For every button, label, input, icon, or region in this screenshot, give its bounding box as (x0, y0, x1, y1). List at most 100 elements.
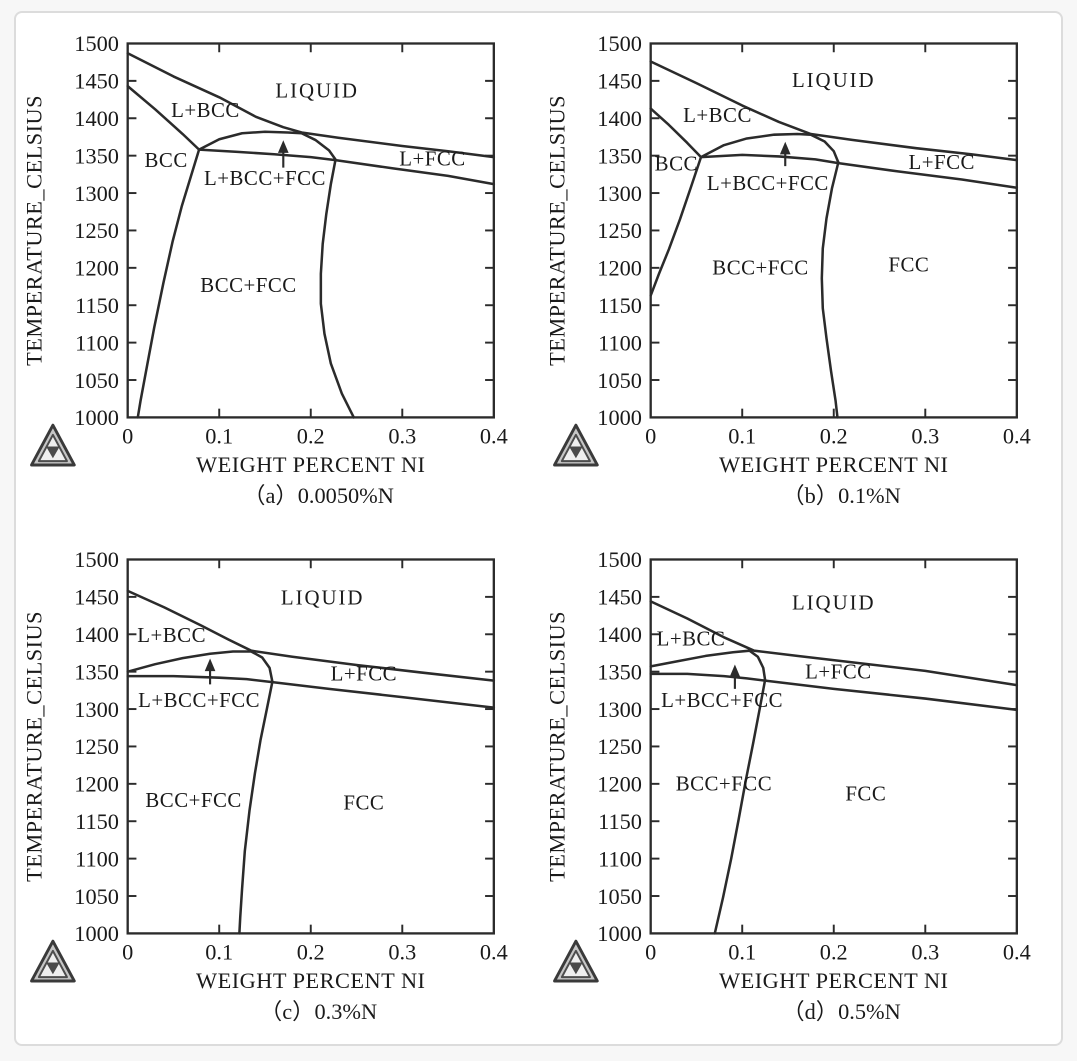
y-tick-label: 1450 (74, 69, 119, 94)
x-tick-label: 0.4 (480, 424, 508, 449)
y-tick-label: 1250 (597, 218, 642, 243)
x-tick-label: 0.4 (1002, 424, 1030, 449)
phase-boundary-curve (648, 599, 1018, 686)
y-tick-label: 1350 (74, 143, 119, 168)
region-label: BCC (654, 152, 697, 176)
y-tick-label: 1400 (597, 622, 642, 647)
phase-boundary-curve (648, 107, 702, 159)
y-tick-label: 1450 (597, 69, 642, 94)
x-axis-title: WEIGHT PERCENT NI (196, 452, 425, 477)
y-tick-label: 1150 (75, 808, 119, 833)
x-axis-title: WEIGHT PERCENT NI (719, 967, 948, 992)
y-tick-label: 1350 (597, 143, 642, 168)
phase-boundary-curve (197, 148, 496, 186)
plot-frame (649, 557, 1018, 935)
annotation-arrow-head (779, 141, 791, 155)
phase-diagram-svg-d: 0 0.1 0.2 0.3 0.4 1000 1050 1100 1150 1200 1250 130… (544, 547, 1031, 1024)
x-tick-label: 0 (122, 424, 133, 449)
y-tick-label: 1000 (74, 921, 119, 946)
y-tick-label: 1400 (74, 622, 119, 647)
y-tick-label: 1250 (74, 734, 119, 759)
annotation-arrow-head (729, 663, 740, 677)
x-tick-label: 0.2 (297, 939, 325, 964)
region-label: LIQUID (791, 68, 875, 92)
annotation-arrow-head (277, 140, 289, 153)
region-label: BCC+FCC (200, 273, 296, 297)
region-label: LIQUID (791, 590, 875, 614)
logo-center-triangle (568, 446, 583, 459)
region-label: L+BCC+FCC (661, 687, 783, 711)
region-label: L+BCC (656, 626, 725, 650)
phase-diagram-svg-b: 0 0.1 0.2 0.3 0.4 1000 1050 1100 1150 1200 1250 130… (544, 31, 1031, 508)
phase-boundary-curve (126, 674, 496, 709)
thermo-calc-logo-icon (30, 939, 76, 982)
x-tick-label: 0.4 (480, 939, 508, 964)
phase-boundary-curve (699, 153, 1018, 190)
y-tick-label: 1100 (75, 330, 119, 355)
y-axis-title: TEMPERATURE_CELSIUS (544, 95, 569, 366)
region-label: L+FCC (805, 659, 871, 683)
y-tick-label: 1350 (597, 659, 642, 684)
logo-center-triangle (568, 962, 583, 974)
region-label: L+BCC (171, 98, 240, 122)
y-tick-label: 1200 (597, 771, 642, 796)
x-tick-label: 0 (645, 424, 656, 449)
y-tick-label: 1500 (597, 547, 642, 572)
panel-caption: （b）0.1%N (782, 483, 900, 508)
y-tick-label: 1200 (74, 771, 119, 796)
x-tick-label: 0.2 (819, 939, 847, 964)
x-tick-label: 0.4 (1002, 939, 1030, 964)
phase-boundary-curve (699, 132, 840, 164)
region-label: L+FCC (331, 661, 397, 685)
y-tick-label: 1150 (75, 293, 119, 318)
region-label: L+BCC+FCC (138, 687, 260, 711)
region-label: BCC+FCC (712, 256, 808, 280)
y-tick-label: 1300 (74, 181, 119, 206)
y-tick-label: 1300 (74, 696, 119, 721)
logo-center-triangle (46, 962, 60, 974)
phase-boundary-curve (126, 649, 274, 683)
phase-boundary-curve (648, 648, 766, 681)
phase-boundary-curve (126, 51, 496, 159)
region-label: L+FCC (399, 146, 465, 170)
x-tick-label: 0.1 (728, 424, 756, 449)
y-tick-label: 1500 (74, 547, 119, 572)
figure-card: 0 0.1 0.2 0.3 0.4 1000 1050 1100 1150 1200 1250 130… (14, 11, 1063, 1046)
y-tick-label: 1200 (597, 256, 642, 281)
phase-boundary-curve (126, 84, 201, 151)
y-axis-title: TEMPERATURE_CELSIUS (544, 610, 569, 881)
x-tick-label: 0.1 (205, 939, 233, 964)
y-tick-label: 1500 (597, 31, 642, 56)
phase-diagram-panel-d: 0 0.1 0.2 0.3 0.4 1000 1050 1100 1150 1200 1250 130… (539, 529, 1062, 1045)
phase-boundary-curve (136, 148, 201, 419)
y-tick-label: 1200 (74, 256, 119, 281)
phase-diagram-svg-a: 0 0.1 0.2 0.3 0.4 1000 1050 1100 1150 1200 1250 130… (21, 31, 508, 508)
region-label: L+BCC+FCC (204, 166, 326, 190)
x-axis-title: WEIGHT PERCENT NI (196, 967, 425, 992)
region-label: FCC (845, 781, 886, 805)
annotation-arrow-icon (204, 658, 216, 684)
phase-boundary-curve (648, 155, 702, 297)
y-tick-label: 1450 (74, 584, 119, 609)
y-axis-title: TEMPERATURE_CELSIUS (21, 95, 46, 366)
y-tick-label: 1000 (597, 921, 642, 946)
y-tick-label: 1300 (597, 181, 642, 206)
phase-diagram-grid: 0 0.1 0.2 0.3 0.4 1000 1050 1100 1150 1200 1250 130… (16, 13, 1061, 1044)
y-tick-label: 1150 (598, 293, 642, 318)
phase-diagram-panel-c: 0 0.1 0.2 0.3 0.4 1000 1050 1100 1150 1200 1250 130… (16, 529, 539, 1045)
phase-diagram-panel-b: 0 0.1 0.2 0.3 0.4 1000 1050 1100 1150 1200 1250 130… (539, 13, 1062, 529)
region-label: BCC+FCC (675, 771, 771, 795)
panel-caption: （c）0.3%N (260, 998, 377, 1023)
x-tick-label: 0.3 (911, 424, 939, 449)
x-tick-label: 0 (645, 939, 656, 964)
region-label: L+BCC (683, 103, 752, 127)
region-label: L+FCC (908, 150, 974, 174)
y-tick-label: 1250 (74, 218, 119, 243)
x-tick-label: 0.3 (388, 939, 416, 964)
annotation-arrow-icon (779, 141, 791, 167)
x-tick-label: 0.3 (388, 424, 416, 449)
region-label: FCC (343, 790, 384, 814)
region-label: LIQUID (275, 78, 359, 102)
y-tick-label: 1450 (597, 584, 642, 609)
annotation-arrow-head (204, 658, 216, 671)
